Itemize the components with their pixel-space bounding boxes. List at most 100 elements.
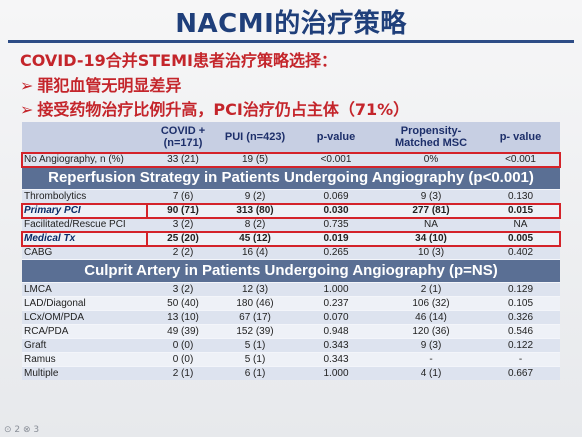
- row-label: Primary PCI: [22, 203, 147, 218]
- highlight-box-medical-tx-label: [21, 230, 148, 247]
- table-cell: 5 (1): [219, 338, 291, 353]
- bullet-2: ➢ 接受药物治疗比例升高，PCI治疗仍占主体（71%）: [20, 96, 409, 120]
- table-cell: 152 (39): [219, 324, 291, 339]
- row-label: CABG: [22, 245, 147, 260]
- highlight-box-no-angiography: [21, 151, 561, 168]
- table-cell: 1.000: [291, 282, 381, 297]
- header-cell: Propensity-Matched MSC: [381, 122, 481, 153]
- table-cell: 2 (1): [381, 282, 481, 297]
- row-label: LCx/OM/PDA: [22, 310, 147, 325]
- table-row: Primary PCI 90 (71) 313 (80) 0.030 277 (81) 0…: [22, 203, 560, 218]
- row-label: LAD/Diagonal: [22, 296, 147, 311]
- results-table-wrapper: COVID + (n=171) PUI (n=423) p-value Prop…: [22, 122, 560, 380]
- table-cell: 0 (0): [147, 352, 219, 367]
- table-row: LMCA 3 (2) 12 (3) 1.000 2 (1) 0.129: [22, 282, 560, 297]
- row-label: RCA/PDA: [22, 324, 147, 339]
- arrow-bullet-icon: ➢: [20, 76, 34, 95]
- table-cell: 106 (32): [381, 296, 481, 311]
- table-cell: 90 (71): [147, 203, 219, 218]
- table-cell: 1.000: [291, 366, 381, 380]
- table-cell: 0.402: [481, 245, 560, 260]
- table-row: RCA/PDA 49 (39) 152 (39) 0.948 120 (36) 0.546: [22, 324, 560, 339]
- title-divider: [8, 40, 574, 43]
- table-cell: 0.105: [481, 296, 560, 311]
- table-row: Thrombolytics 7 (6) 9 (2) 0.069 9 (3) 0.130: [22, 189, 560, 204]
- table-cell: 277 (81): [381, 203, 481, 218]
- table-cell: 0.129: [481, 282, 560, 297]
- section-header-row: Culprit Artery in Patients Undergoing An…: [22, 259, 560, 283]
- section-title: Culprit Artery in Patients Undergoing An…: [22, 259, 560, 283]
- table-cell: 120 (36): [381, 324, 481, 339]
- table-cell: 2 (2): [147, 245, 219, 260]
- table-row: CABG 2 (2) 16 (4) 0.265 10 (3) 0.402: [22, 245, 560, 260]
- table-cell: 13 (10): [147, 310, 219, 325]
- bullet-2-text: 接受药物治疗比例升高，PCI治疗仍占主体（71%）: [37, 100, 410, 119]
- table-cell: 6 (1): [219, 366, 291, 380]
- table-cell: 4 (1): [381, 366, 481, 380]
- table-cell: <0.001: [291, 152, 381, 167]
- table-cell: 0.265: [291, 245, 381, 260]
- table-cell: 8 (2): [219, 217, 291, 232]
- table-cell: 10 (3): [381, 245, 481, 260]
- row-label: Multiple: [22, 366, 147, 380]
- table-row: LAD/Diagonal 50 (40) 180 (46) 0.237 106 (32)…: [22, 296, 560, 311]
- table-cell: 0.546: [481, 324, 560, 339]
- table-cell: NA: [481, 217, 560, 232]
- table-cell: 67 (17): [219, 310, 291, 325]
- highlight-box-primary-pci-label: [21, 202, 148, 219]
- table-cell: 9 (3): [381, 189, 481, 204]
- header-cell: COVID + (n=171): [147, 122, 219, 153]
- table-cell: 0.326: [481, 310, 560, 325]
- table-cell: 19 (5): [219, 152, 291, 167]
- table-cell: 0.070: [291, 310, 381, 325]
- table-cell: 0.130: [481, 189, 560, 204]
- table-cell: 313 (80): [219, 203, 291, 218]
- table-cell: 49 (39): [147, 324, 219, 339]
- bullet-1: ➢ 罪犯血管无明显差异: [20, 72, 181, 96]
- section-title: Reperfusion Strategy in Patients Undergo…: [22, 166, 560, 190]
- table-cell: 2 (1): [147, 366, 219, 380]
- table-cell: 3 (2): [147, 217, 219, 232]
- table-cell: 0.122: [481, 338, 560, 353]
- table-cell: 180 (46): [219, 296, 291, 311]
- table-cell: 45 (12): [219, 231, 291, 246]
- table-row: Ramus 0 (0) 5 (1) 0.343- -: [22, 352, 560, 367]
- table-cell: 0.019: [291, 231, 381, 246]
- table-cell: 0 (0): [147, 338, 219, 353]
- table-cell: 46 (14): [381, 310, 481, 325]
- table-cell: 0.343: [291, 352, 381, 367]
- table-row: LCx/OM/PDA 13 (10) 67 (17) 0.070 46 (14) 0.32…: [22, 310, 560, 325]
- table-cell: 25 (20): [147, 231, 219, 246]
- table-cell: 0.948: [291, 324, 381, 339]
- subtitle: COVID-19合并STEMI患者治疗策略选择：: [20, 51, 337, 70]
- table-cell: 0.237: [291, 296, 381, 311]
- row-label: Facilitated/Rescue PCI: [22, 217, 147, 232]
- section-header-row: Reperfusion Strategy in Patients Undergo…: [22, 166, 560, 190]
- table-row: Multiple 2 (1) 6 (1) 1.000 4 (1) 0.667: [22, 366, 560, 380]
- row-label: Graft: [22, 338, 147, 353]
- row-label: Ramus: [22, 352, 147, 367]
- table-cell: 0.069: [291, 189, 381, 204]
- table-cell: 0.030: [291, 203, 381, 218]
- results-table: COVID + (n=171) PUI (n=423) p-value Prop…: [22, 122, 560, 380]
- table-cell: -: [381, 352, 481, 367]
- footer-mark: ⊙ 2 ⊗ 3: [4, 425, 40, 435]
- table-cell: 0.667: [481, 366, 560, 380]
- table-cell: 3 (2): [147, 282, 219, 297]
- table-header-row: COVID + (n=171) PUI (n=423) p-value Prop…: [22, 122, 560, 153]
- table-cell: 9 (2): [219, 189, 291, 204]
- row-label: Thrombolytics: [22, 189, 147, 204]
- header-cell: p-value: [291, 122, 381, 153]
- header-cell: [22, 122, 147, 153]
- table-cell: 9 (3): [381, 338, 481, 353]
- table-row: Graft 0 (0) 5 (1) 0.343 9 (3) 0.122: [22, 338, 560, 353]
- table-cell: -: [481, 352, 560, 367]
- table-body: No Angiography, n (%) 33 (21) 19 (5) <0.001…: [22, 152, 560, 380]
- table-cell: 5 (1): [219, 352, 291, 367]
- highlight-box-medical-tx-values: [146, 230, 561, 247]
- table-cell: 7 (6): [147, 189, 219, 204]
- highlight-box-primary-pci-values: [146, 202, 561, 219]
- header-cell: p- value: [481, 122, 560, 153]
- table-row: Facilitated/Rescue PCI 3 (2) 8 (2) 0.735 NA N…: [22, 217, 560, 232]
